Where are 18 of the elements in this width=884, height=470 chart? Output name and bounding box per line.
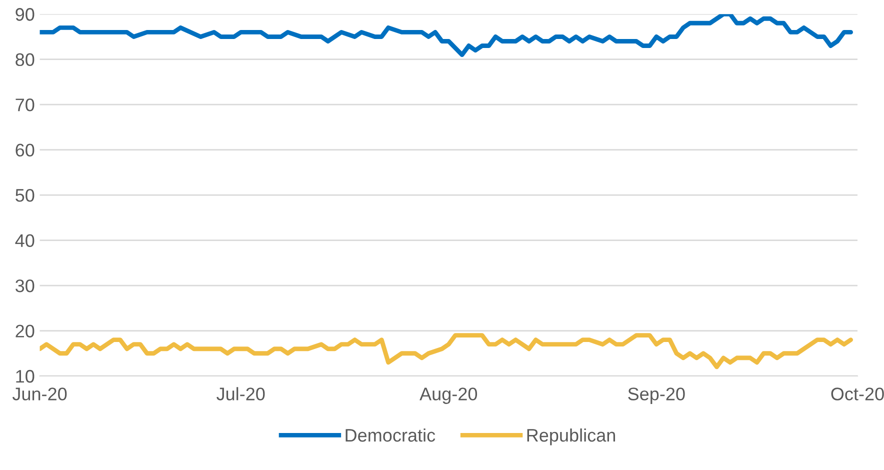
y-tick-label: 30 [16,279,34,292]
y-tick-label: 60 [16,144,34,157]
y-tick-label: 70 [16,98,34,112]
x-tick-label: Aug-20 [420,388,478,404]
y-tick-label: 10 [16,370,34,383]
line-series [40,333,854,370]
x-tick-label: Jun-20 [12,388,67,400]
line-series [40,14,854,58]
y-tick-label: 40 [15,234,34,248]
legend-label: Democratic [346,428,436,442]
x-tick-label: Jul-20 [216,387,265,400]
legend-label: Republican [527,428,616,446]
y-tick-label: 80 [16,53,34,66]
y-tick-label: 90 [16,8,34,21]
x-tick-label: Sep-20 [628,388,685,404]
y-tick-label: 20 [16,324,34,338]
y-tick-label: 50 [16,188,34,202]
x-tick-label: Oct-20 [831,388,884,400]
